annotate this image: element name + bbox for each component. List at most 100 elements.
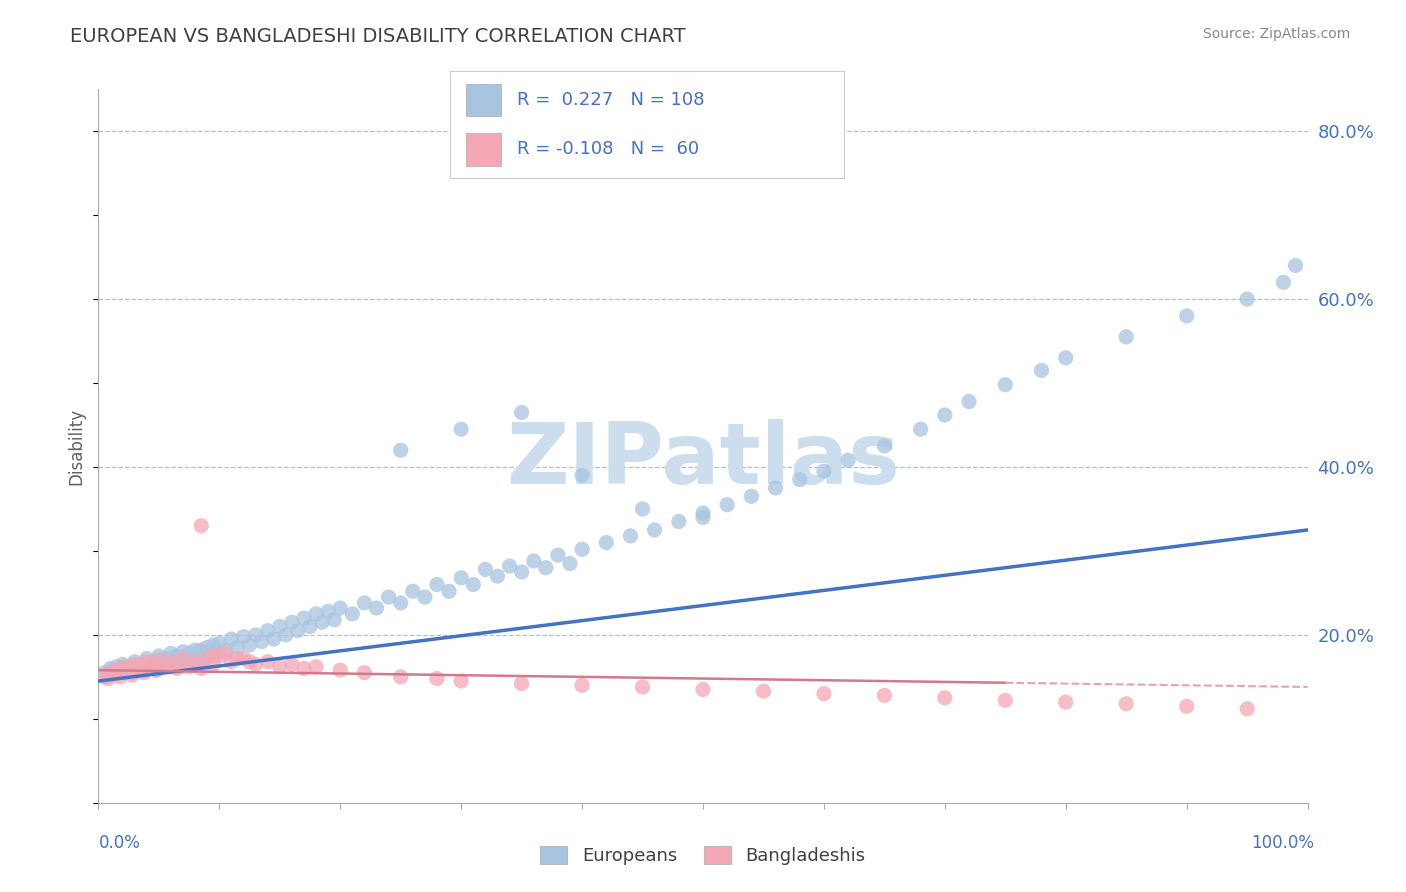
Point bbox=[105, 663, 128, 677]
Point bbox=[1054, 695, 1077, 709]
Point bbox=[523, 554, 546, 568]
Point bbox=[214, 643, 236, 657]
Point bbox=[145, 663, 167, 677]
Point bbox=[377, 590, 399, 604]
Point bbox=[934, 690, 956, 705]
Point bbox=[1272, 275, 1295, 289]
Point bbox=[547, 548, 569, 562]
Point bbox=[311, 615, 333, 630]
Point bbox=[1031, 363, 1053, 377]
Point bbox=[157, 660, 180, 674]
Text: EUROPEAN VS BANGLADESHI DISABILITY CORRELATION CHART: EUROPEAN VS BANGLADESHI DISABILITY CORRE… bbox=[70, 27, 686, 45]
Point bbox=[129, 660, 152, 674]
Point bbox=[221, 655, 243, 669]
Point bbox=[169, 660, 191, 674]
Point bbox=[426, 672, 449, 686]
Point bbox=[389, 596, 412, 610]
Point bbox=[389, 443, 412, 458]
Point bbox=[287, 624, 309, 638]
Point bbox=[166, 661, 188, 675]
Point bbox=[316, 604, 339, 618]
Point bbox=[93, 665, 115, 680]
Point bbox=[184, 655, 207, 669]
Point bbox=[162, 655, 184, 669]
Point bbox=[187, 653, 209, 667]
Point bbox=[450, 571, 472, 585]
Point bbox=[994, 377, 1017, 392]
Point bbox=[153, 660, 176, 674]
Point bbox=[121, 668, 143, 682]
Point bbox=[765, 481, 787, 495]
Point bbox=[269, 660, 291, 674]
Point bbox=[111, 657, 134, 672]
Point bbox=[873, 439, 896, 453]
Point bbox=[571, 542, 593, 557]
Point bbox=[1054, 351, 1077, 365]
Point bbox=[179, 646, 201, 660]
Point bbox=[118, 661, 141, 675]
Point bbox=[202, 648, 225, 663]
Point bbox=[740, 489, 762, 503]
Point bbox=[190, 518, 212, 533]
Point bbox=[558, 557, 581, 571]
Point bbox=[631, 502, 654, 516]
Point bbox=[226, 640, 249, 655]
Y-axis label: Disability: Disability bbox=[67, 408, 86, 484]
Point bbox=[195, 651, 218, 665]
Point bbox=[463, 577, 485, 591]
Point bbox=[619, 529, 641, 543]
Point bbox=[692, 682, 714, 697]
Point bbox=[1236, 292, 1258, 306]
Point bbox=[353, 665, 375, 680]
Point bbox=[486, 569, 509, 583]
Point bbox=[668, 515, 690, 529]
Point bbox=[205, 646, 228, 660]
Point bbox=[190, 661, 212, 675]
Point bbox=[366, 601, 388, 615]
Point bbox=[172, 651, 194, 665]
Text: R =  0.227   N = 108: R = 0.227 N = 108 bbox=[517, 91, 704, 109]
Point bbox=[142, 657, 165, 672]
Point bbox=[108, 665, 131, 680]
Point bbox=[323, 613, 346, 627]
Point bbox=[510, 565, 533, 579]
FancyBboxPatch shape bbox=[465, 84, 501, 116]
Point bbox=[910, 422, 932, 436]
Text: Source: ZipAtlas.com: Source: ZipAtlas.com bbox=[1202, 27, 1350, 41]
Point bbox=[181, 657, 204, 672]
Point bbox=[150, 657, 173, 672]
Text: 0.0%: 0.0% bbox=[98, 834, 141, 852]
Point bbox=[226, 651, 249, 665]
FancyBboxPatch shape bbox=[465, 134, 501, 166]
Point bbox=[127, 663, 149, 677]
Point bbox=[93, 670, 115, 684]
Point bbox=[813, 687, 835, 701]
Point bbox=[1236, 702, 1258, 716]
Legend: Europeans, Bangladeshis: Europeans, Bangladeshis bbox=[531, 837, 875, 874]
Point bbox=[426, 577, 449, 591]
Point bbox=[195, 640, 218, 655]
Text: 100.0%: 100.0% bbox=[1251, 834, 1315, 852]
Point bbox=[194, 651, 217, 665]
Point bbox=[245, 657, 267, 672]
Point bbox=[160, 646, 183, 660]
Point bbox=[202, 657, 225, 672]
Point bbox=[97, 668, 120, 682]
Point bbox=[166, 648, 188, 663]
Point bbox=[305, 607, 328, 621]
Point bbox=[934, 408, 956, 422]
Point bbox=[239, 638, 262, 652]
Point bbox=[148, 648, 170, 663]
Point bbox=[263, 632, 285, 646]
Point bbox=[716, 498, 738, 512]
Point bbox=[174, 655, 197, 669]
Text: R = -0.108   N =  60: R = -0.108 N = 60 bbox=[517, 141, 699, 159]
Point bbox=[1115, 330, 1137, 344]
Point bbox=[450, 674, 472, 689]
Point bbox=[111, 660, 134, 674]
Point bbox=[114, 665, 136, 680]
Point bbox=[437, 584, 460, 599]
Point bbox=[179, 660, 201, 674]
Point bbox=[118, 660, 141, 674]
Point bbox=[172, 645, 194, 659]
